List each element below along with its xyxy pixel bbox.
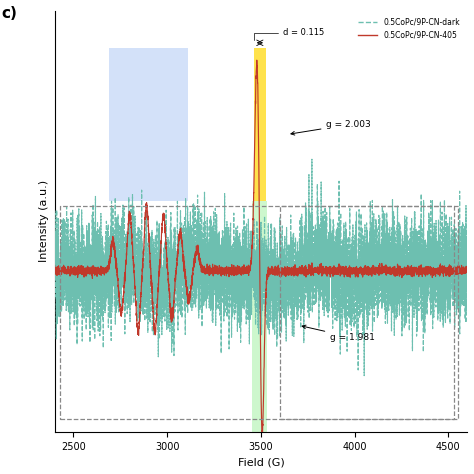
Bar — [280, 206, 458, 419]
Bar — [109, 48, 188, 201]
Y-axis label: Intensity (a.u.): Intensity (a.u.) — [39, 180, 49, 262]
Bar — [254, 48, 266, 201]
Legend: 0.5CoPc/9P-CN-dark, 0.5CoPc/9P-CN-405: 0.5CoPc/9P-CN-dark, 0.5CoPc/9P-CN-405 — [356, 14, 463, 42]
Text: g = 2.003: g = 2.003 — [291, 120, 371, 135]
Text: g = 1.981: g = 1.981 — [302, 325, 375, 342]
Bar — [60, 206, 454, 419]
Bar — [252, 201, 267, 432]
Text: d = 0.115: d = 0.115 — [254, 28, 325, 40]
Text: c): c) — [1, 6, 17, 21]
X-axis label: Field (G): Field (G) — [237, 457, 284, 467]
